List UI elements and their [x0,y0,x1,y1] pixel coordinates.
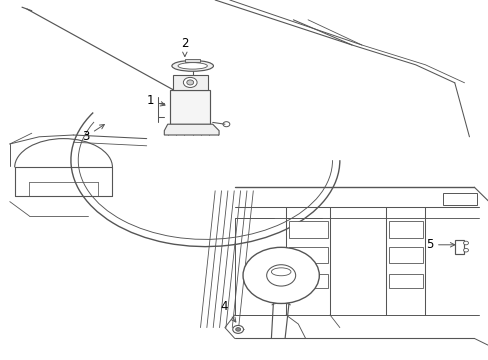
FancyBboxPatch shape [442,193,476,205]
Text: 4: 4 [220,300,235,322]
Text: 5: 5 [425,238,454,251]
FancyBboxPatch shape [172,75,207,90]
Circle shape [183,77,197,87]
FancyBboxPatch shape [288,274,327,288]
Circle shape [186,80,193,85]
Circle shape [463,248,468,252]
Circle shape [172,88,180,94]
Circle shape [243,247,319,303]
FancyBboxPatch shape [185,59,200,62]
Text: 3: 3 [81,125,104,143]
Circle shape [266,265,295,286]
FancyBboxPatch shape [454,240,463,254]
Circle shape [235,328,240,331]
Text: 1: 1 [146,94,164,107]
FancyBboxPatch shape [388,221,422,238]
Circle shape [463,241,468,245]
FancyBboxPatch shape [288,247,327,263]
Text: 2: 2 [181,37,188,57]
Ellipse shape [178,63,207,69]
Ellipse shape [271,268,290,276]
FancyBboxPatch shape [288,221,327,238]
Circle shape [223,122,229,127]
FancyBboxPatch shape [170,90,210,124]
Ellipse shape [171,60,213,71]
FancyBboxPatch shape [388,274,422,288]
Circle shape [232,325,243,333]
FancyBboxPatch shape [388,247,422,263]
Polygon shape [164,124,219,135]
